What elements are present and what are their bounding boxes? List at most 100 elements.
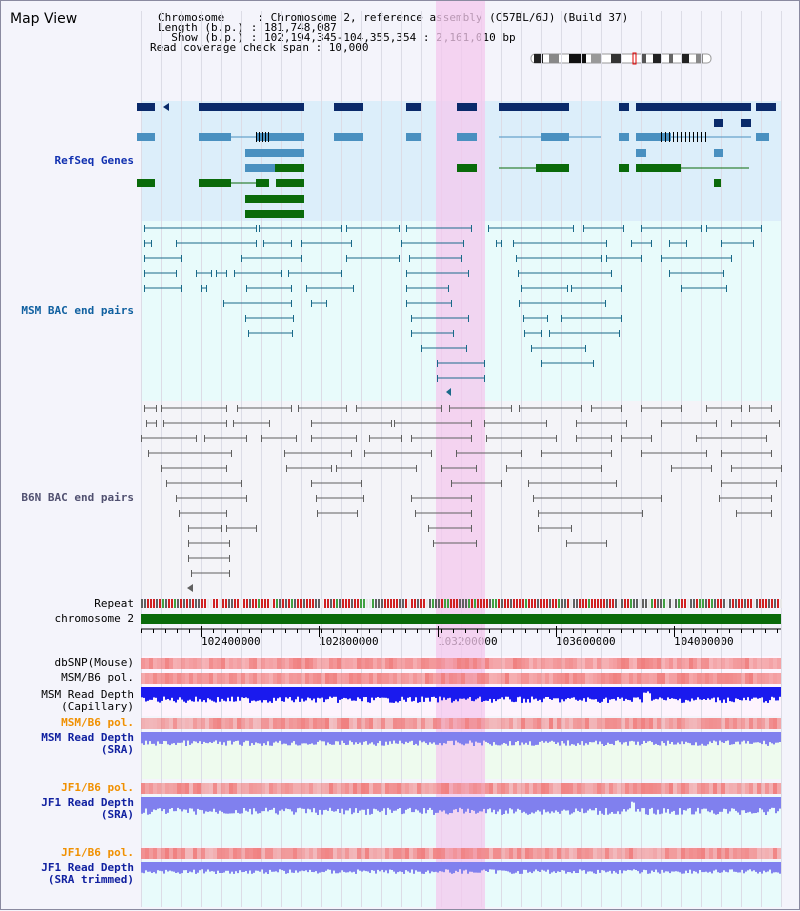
read-depth-bar bbox=[711, 732, 713, 743]
polymorphism-cell bbox=[425, 673, 429, 684]
read-depth-bar bbox=[741, 687, 743, 701]
read-depth-bar bbox=[535, 732, 537, 745]
repeat-element bbox=[348, 599, 350, 608]
read-depth-bar bbox=[511, 797, 513, 810]
bac-end bbox=[501, 480, 502, 487]
polymorphism-cell bbox=[161, 783, 165, 794]
read-depth-bar bbox=[219, 862, 221, 873]
polymorphism-cell bbox=[425, 718, 429, 729]
snp-density-cell bbox=[753, 658, 757, 669]
read-depth-bar bbox=[345, 687, 347, 699]
read-depth-bar bbox=[583, 732, 585, 746]
read-depth-bar bbox=[141, 687, 143, 698]
polymorphism-cell bbox=[581, 848, 585, 859]
read-depth-bar bbox=[661, 797, 663, 814]
polymorphism-cell bbox=[289, 848, 293, 859]
polymorphism-cell bbox=[493, 848, 497, 859]
read-depth-bar bbox=[405, 797, 407, 810]
read-depth-bar bbox=[619, 687, 621, 699]
read-depth-bar bbox=[247, 732, 249, 741]
read-depth-bar bbox=[565, 797, 567, 811]
polymorphism-cell bbox=[281, 718, 285, 729]
bac-end bbox=[161, 465, 162, 472]
read-depth-bar bbox=[517, 732, 519, 741]
read-depth-bar bbox=[607, 862, 609, 872]
read-depth-bar bbox=[713, 687, 715, 698]
read-depth-bar bbox=[289, 732, 291, 746]
read-depth-bar bbox=[501, 797, 503, 815]
bac-end bbox=[411, 330, 412, 337]
read-depth-bar bbox=[393, 862, 395, 872]
read-depth-bar bbox=[207, 797, 209, 812]
read-depth-bar bbox=[431, 687, 433, 697]
read-depth-bar bbox=[419, 862, 421, 872]
read-depth-bar bbox=[485, 862, 487, 871]
polymorphism-cell bbox=[637, 718, 641, 729]
read-depth-bar bbox=[593, 862, 595, 874]
snp-density-cell bbox=[629, 658, 633, 669]
read-depth-bar bbox=[737, 797, 739, 813]
repeat-element bbox=[771, 599, 773, 608]
read-depth-bar bbox=[613, 732, 615, 746]
read-depth-bar bbox=[335, 862, 337, 874]
repeat-element bbox=[585, 599, 587, 608]
polymorphism-cell bbox=[293, 673, 297, 684]
read-depth-bar bbox=[325, 862, 327, 871]
read-depth-bar bbox=[383, 687, 385, 698]
repeat-element bbox=[690, 599, 692, 608]
read-depth-bar bbox=[211, 687, 213, 701]
repeat-element bbox=[234, 599, 236, 608]
bac-end bbox=[144, 405, 145, 412]
bac-end bbox=[146, 420, 147, 427]
repeat-element bbox=[699, 599, 701, 608]
read-depth-bar bbox=[581, 797, 583, 809]
read-depth-bar bbox=[777, 687, 779, 701]
repeat-element bbox=[210, 599, 212, 608]
repeat-element bbox=[543, 599, 545, 608]
read-depth-bar bbox=[489, 687, 491, 699]
polymorphism-cell bbox=[197, 848, 201, 859]
polymorphism-cell bbox=[177, 673, 181, 684]
read-depth-bar bbox=[253, 732, 255, 745]
bac-end bbox=[686, 240, 687, 247]
snp-density-cell bbox=[297, 658, 301, 669]
read-depth-bar bbox=[191, 797, 193, 809]
snp-density-cell bbox=[481, 658, 485, 669]
bac-end bbox=[415, 510, 416, 517]
read-depth-bar bbox=[429, 687, 431, 702]
read-depth-bar bbox=[145, 797, 147, 809]
read-depth-bar bbox=[367, 797, 369, 809]
read-depth-bar bbox=[467, 862, 469, 874]
read-depth-bar bbox=[369, 797, 371, 815]
read-depth-bar bbox=[197, 687, 199, 702]
polymorphism-cell bbox=[421, 673, 425, 684]
bac-end bbox=[606, 540, 607, 547]
read-depth-bar bbox=[667, 687, 669, 698]
read-depth-bar bbox=[517, 862, 519, 872]
read-depth-bar bbox=[437, 797, 439, 813]
bac-end bbox=[496, 240, 497, 247]
polymorphism-cell bbox=[333, 848, 337, 859]
read-depth-bar bbox=[281, 797, 283, 810]
read-depth-bar bbox=[233, 732, 235, 742]
read-depth-bar bbox=[685, 797, 687, 811]
read-depth-bar bbox=[491, 687, 493, 703]
bac-end bbox=[661, 495, 662, 502]
gene-exon bbox=[137, 103, 155, 111]
read-depth-bar bbox=[391, 862, 393, 870]
polymorphism-cell bbox=[741, 783, 745, 794]
polymorphism-cell bbox=[441, 718, 445, 729]
read-depth-bar bbox=[185, 797, 187, 810]
read-depth-bar bbox=[295, 732, 297, 745]
polymorphism-cell bbox=[345, 673, 349, 684]
polymorphism-cell bbox=[689, 718, 693, 729]
bac-end bbox=[519, 405, 520, 412]
repeat-element bbox=[726, 599, 728, 608]
polymorphism-cell bbox=[197, 718, 201, 729]
read-depth-bar bbox=[333, 862, 335, 871]
read-depth-bar bbox=[377, 687, 379, 697]
msm-b6-pol-label: MSM/B6 pol. bbox=[61, 671, 134, 684]
bac-end-marker bbox=[446, 388, 451, 396]
refseq-genes-label: RefSeq Genes bbox=[54, 154, 134, 167]
